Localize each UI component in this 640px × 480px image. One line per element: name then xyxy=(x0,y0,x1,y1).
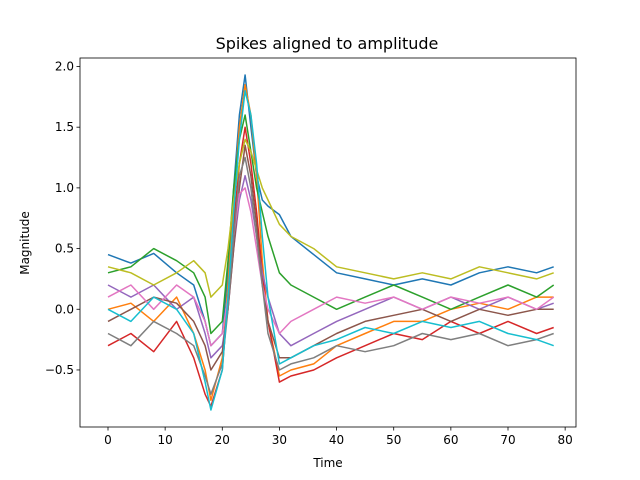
series-layer xyxy=(107,74,555,411)
y-tick-label: −0.5 xyxy=(45,363,74,377)
x-tick-label: 30 xyxy=(272,433,287,447)
axes-frame xyxy=(79,57,577,428)
x-tick-label: 20 xyxy=(215,433,230,447)
x-tick-label: 80 xyxy=(558,433,573,447)
x-tick-label: 40 xyxy=(329,433,344,447)
x-tick-label: 0 xyxy=(104,433,112,447)
y-tick-label: 2.0 xyxy=(55,59,74,73)
series-line-10 xyxy=(107,90,554,411)
x-axis-label: Time xyxy=(312,456,342,470)
series-line-9 xyxy=(107,138,554,298)
x-tick-label: 50 xyxy=(386,433,401,447)
plot-area xyxy=(107,74,555,411)
axes-layer: 0 10 20 30 40 50 60 70 80 −0.5 0.0 0.5 1.0 1.5 2.0 xyxy=(45,57,577,447)
x-tick-label: 10 xyxy=(158,433,173,447)
y-tick-label: 0.0 xyxy=(55,302,74,316)
chart-title: Spikes aligned to amplitude xyxy=(216,34,439,53)
y-tick-label: 0.5 xyxy=(55,242,74,256)
x-tick-label: 70 xyxy=(500,433,515,447)
series-line-4 xyxy=(107,126,554,408)
y-tick-label: 1.5 xyxy=(55,120,74,134)
x-tick-label: 60 xyxy=(443,433,458,447)
series-line-1 xyxy=(107,74,554,347)
y-tick-label: 1.0 xyxy=(55,181,74,195)
y-axis-label: Magnitude xyxy=(18,211,32,275)
